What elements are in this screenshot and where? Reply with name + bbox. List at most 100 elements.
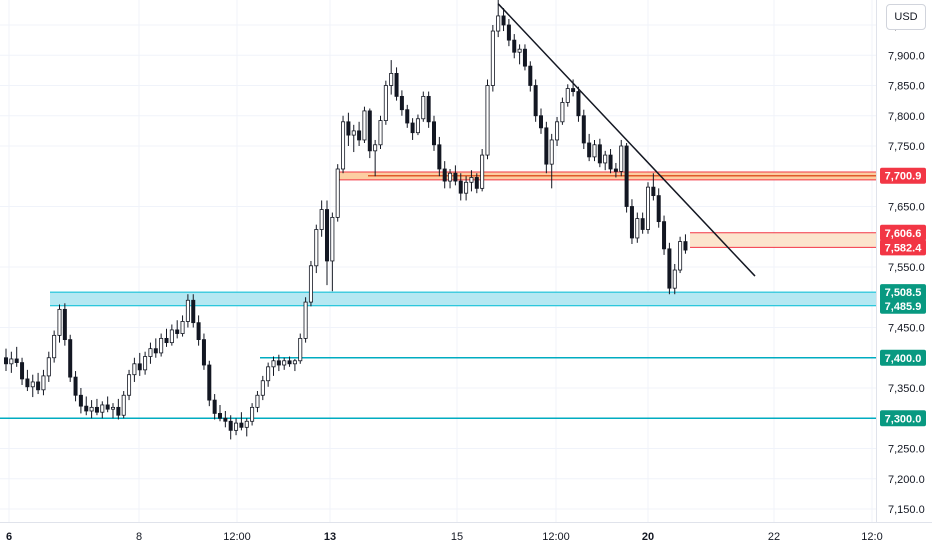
candle-body <box>9 358 14 365</box>
candle-body <box>357 130 362 141</box>
candle-body <box>624 145 629 207</box>
candle-body <box>335 168 340 218</box>
candle-body <box>266 366 271 382</box>
candle-body <box>603 154 608 164</box>
candle-body <box>169 329 174 344</box>
candle-body <box>431 121 436 146</box>
candle-body <box>442 168 447 182</box>
candle-body <box>287 360 292 365</box>
price-tag[interactable] <box>880 284 926 301</box>
price-tag[interactable] <box>880 410 926 427</box>
price-tag-label: 7,700.9 <box>885 171 922 183</box>
candle-body <box>517 48 522 53</box>
trendline[interactable] <box>497 3 756 277</box>
price-tick-label: 7,450.0 <box>888 323 925 335</box>
price-tick-label: 7,900.0 <box>888 50 925 62</box>
time-tick-label: 8 <box>136 531 142 543</box>
candle-body <box>52 334 57 359</box>
candle-body <box>127 374 132 396</box>
candle-body <box>153 348 158 354</box>
candle-body <box>581 115 586 144</box>
currency-button[interactable]: USD <box>886 4 926 30</box>
candle-body <box>678 241 683 271</box>
candle-body <box>394 73 399 97</box>
candle-body <box>587 142 592 158</box>
price-tick-label: 7,350.0 <box>888 383 925 395</box>
candle-body <box>549 139 554 165</box>
candle-body <box>367 110 372 152</box>
candle-body <box>105 404 110 410</box>
candle-body <box>640 218 645 230</box>
candle-body <box>14 358 19 363</box>
candle-body <box>260 380 265 396</box>
candle-body <box>378 120 383 146</box>
candle-body <box>608 154 613 170</box>
candle-body <box>453 172 458 182</box>
candle-body <box>571 88 576 92</box>
price-tag[interactable] <box>880 167 926 184</box>
time-tick-label: 20 <box>642 531 654 543</box>
candle-body <box>121 394 126 416</box>
price-tick-label: 7,800.0 <box>888 111 925 123</box>
price-tag-label: 7,606.6 <box>885 228 922 240</box>
candle-body <box>207 364 212 401</box>
candle-body <box>319 209 324 230</box>
price-tick-label: 7,250.0 <box>888 444 925 456</box>
candle-body <box>512 39 517 53</box>
price-tag[interactable] <box>880 224 926 241</box>
zone-rect <box>50 292 876 306</box>
time-tick-label: 12:00 <box>223 531 251 543</box>
candle-body <box>308 265 313 303</box>
candle-body <box>250 406 255 422</box>
candle-body <box>217 413 222 419</box>
price-tag[interactable] <box>880 297 926 314</box>
candle-body <box>351 130 356 136</box>
candle-body <box>89 406 94 412</box>
candle-body <box>533 85 538 117</box>
price-tag[interactable] <box>880 239 926 256</box>
candle-body <box>662 221 667 250</box>
candle-body <box>539 115 544 129</box>
candle-body <box>228 420 233 431</box>
candle-body <box>464 181 469 194</box>
candle-body <box>341 121 346 170</box>
candle-body <box>137 363 142 371</box>
candle-body <box>576 91 581 117</box>
candle-body <box>180 321 185 334</box>
candle-body <box>667 248 672 289</box>
candle-body <box>303 301 308 339</box>
candle-body <box>490 30 495 86</box>
candle-body <box>234 422 239 431</box>
candle-body <box>94 406 99 413</box>
candle-body <box>480 154 485 189</box>
candle-body <box>73 376 78 396</box>
price-tick-label: 7,650.0 <box>888 202 925 214</box>
candle-body <box>41 375 46 391</box>
candle-body <box>421 95 426 120</box>
candle-body <box>592 144 597 158</box>
candle-body <box>282 360 287 366</box>
candle-body <box>4 357 9 365</box>
candle-body <box>656 195 661 223</box>
candle-body <box>201 339 206 366</box>
candle-body <box>346 121 351 136</box>
candle-body <box>164 337 169 344</box>
candle-body <box>314 229 319 267</box>
candle-body <box>116 406 121 416</box>
price-tag[interactable] <box>880 349 926 366</box>
candle-body <box>298 337 303 362</box>
candle-body <box>111 406 116 410</box>
candle-body <box>244 420 249 428</box>
candle-body <box>20 362 25 380</box>
candle-body <box>292 360 297 365</box>
candle-body <box>544 127 549 165</box>
time-tick-label: 22 <box>768 531 780 543</box>
candle-body <box>84 405 89 412</box>
time-tick-label: 15 <box>451 531 463 543</box>
candle-body <box>143 356 148 371</box>
candle-body <box>255 394 260 408</box>
candle-body <box>276 360 281 366</box>
price-axis-background <box>876 0 932 550</box>
